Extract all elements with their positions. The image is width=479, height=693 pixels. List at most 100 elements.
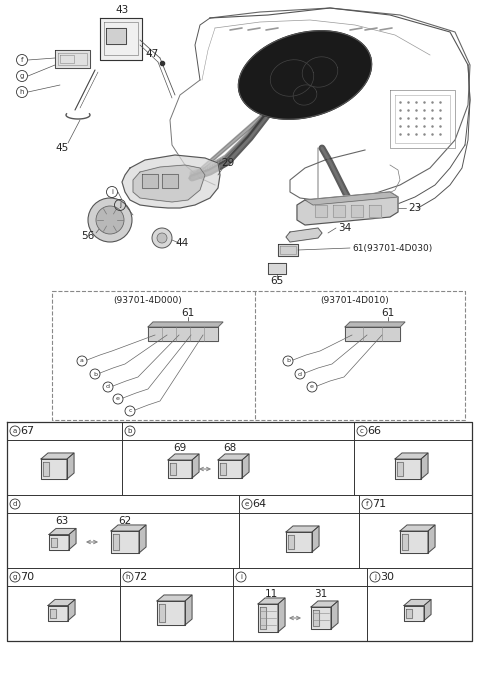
Polygon shape: [218, 454, 249, 460]
Text: 65: 65: [270, 276, 284, 286]
Polygon shape: [159, 604, 165, 622]
Polygon shape: [286, 228, 322, 242]
Text: j: j: [119, 202, 121, 208]
Text: f: f: [21, 57, 23, 63]
Polygon shape: [113, 534, 119, 550]
Text: 70: 70: [20, 572, 34, 582]
Polygon shape: [142, 174, 158, 188]
Polygon shape: [311, 601, 338, 607]
Text: g: g: [13, 574, 17, 580]
Polygon shape: [185, 595, 192, 625]
Polygon shape: [345, 327, 400, 341]
Polygon shape: [148, 327, 218, 341]
Polygon shape: [311, 607, 331, 629]
Text: 67: 67: [20, 426, 34, 436]
Polygon shape: [69, 529, 76, 550]
Text: f: f: [366, 501, 368, 507]
Polygon shape: [67, 453, 74, 479]
Text: c: c: [128, 408, 132, 414]
Text: b: b: [93, 371, 97, 376]
Polygon shape: [220, 463, 226, 475]
Text: 11: 11: [264, 589, 278, 599]
Text: b: b: [128, 428, 132, 434]
Text: 71: 71: [372, 499, 386, 509]
Polygon shape: [278, 244, 298, 256]
Polygon shape: [133, 165, 205, 202]
Text: a: a: [13, 428, 17, 434]
Text: 47: 47: [145, 49, 159, 59]
Polygon shape: [258, 604, 278, 632]
Text: 61: 61: [381, 308, 395, 318]
Polygon shape: [315, 205, 327, 217]
Polygon shape: [258, 598, 285, 604]
Polygon shape: [312, 526, 319, 552]
Polygon shape: [48, 599, 75, 606]
Polygon shape: [157, 601, 185, 625]
Polygon shape: [305, 192, 398, 205]
Polygon shape: [395, 459, 421, 479]
Circle shape: [152, 228, 172, 248]
Polygon shape: [239, 30, 372, 119]
Circle shape: [157, 233, 167, 243]
Text: e: e: [116, 396, 120, 401]
Polygon shape: [68, 599, 75, 620]
Polygon shape: [260, 607, 266, 629]
Polygon shape: [331, 601, 338, 629]
Text: 43: 43: [115, 5, 129, 15]
Polygon shape: [428, 525, 435, 553]
Text: 45: 45: [56, 143, 68, 153]
Polygon shape: [345, 322, 405, 327]
Text: 34: 34: [338, 223, 351, 233]
Polygon shape: [170, 463, 176, 475]
Text: (93701-4D010): (93701-4D010): [320, 297, 389, 306]
Polygon shape: [218, 460, 242, 478]
Polygon shape: [111, 531, 139, 553]
Polygon shape: [404, 606, 424, 620]
Text: d: d: [106, 385, 110, 389]
Text: 69: 69: [173, 443, 187, 453]
Polygon shape: [397, 462, 403, 476]
Circle shape: [96, 206, 124, 234]
Text: b: b: [286, 358, 290, 364]
Polygon shape: [49, 534, 69, 550]
Polygon shape: [406, 608, 412, 617]
Polygon shape: [400, 525, 435, 531]
Text: 62: 62: [118, 516, 132, 526]
Polygon shape: [402, 534, 408, 550]
Polygon shape: [400, 531, 428, 553]
Text: a: a: [80, 358, 84, 364]
Text: 72: 72: [133, 572, 147, 582]
Text: d: d: [13, 501, 17, 507]
Polygon shape: [278, 598, 285, 632]
Polygon shape: [51, 538, 57, 547]
Polygon shape: [41, 453, 74, 459]
Text: d: d: [298, 371, 302, 376]
Polygon shape: [41, 459, 67, 479]
Polygon shape: [404, 599, 431, 606]
Circle shape: [88, 198, 132, 242]
Polygon shape: [333, 205, 345, 217]
Text: h: h: [126, 574, 130, 580]
Polygon shape: [157, 595, 192, 601]
Text: 56: 56: [81, 231, 95, 241]
Polygon shape: [288, 535, 294, 549]
Text: 66: 66: [367, 426, 381, 436]
Polygon shape: [48, 606, 68, 620]
Polygon shape: [192, 454, 199, 478]
Polygon shape: [369, 205, 381, 217]
Polygon shape: [286, 532, 312, 552]
Polygon shape: [351, 205, 363, 217]
Polygon shape: [49, 529, 76, 534]
Polygon shape: [395, 453, 428, 459]
Text: 30: 30: [380, 572, 394, 582]
Polygon shape: [286, 526, 319, 532]
Polygon shape: [421, 453, 428, 479]
Text: 64: 64: [252, 499, 266, 509]
Text: 44: 44: [175, 238, 189, 248]
Text: h: h: [20, 89, 24, 95]
Polygon shape: [268, 263, 286, 274]
Text: 63: 63: [56, 516, 68, 526]
Polygon shape: [242, 454, 249, 478]
Text: c: c: [360, 428, 364, 434]
Polygon shape: [122, 155, 220, 208]
